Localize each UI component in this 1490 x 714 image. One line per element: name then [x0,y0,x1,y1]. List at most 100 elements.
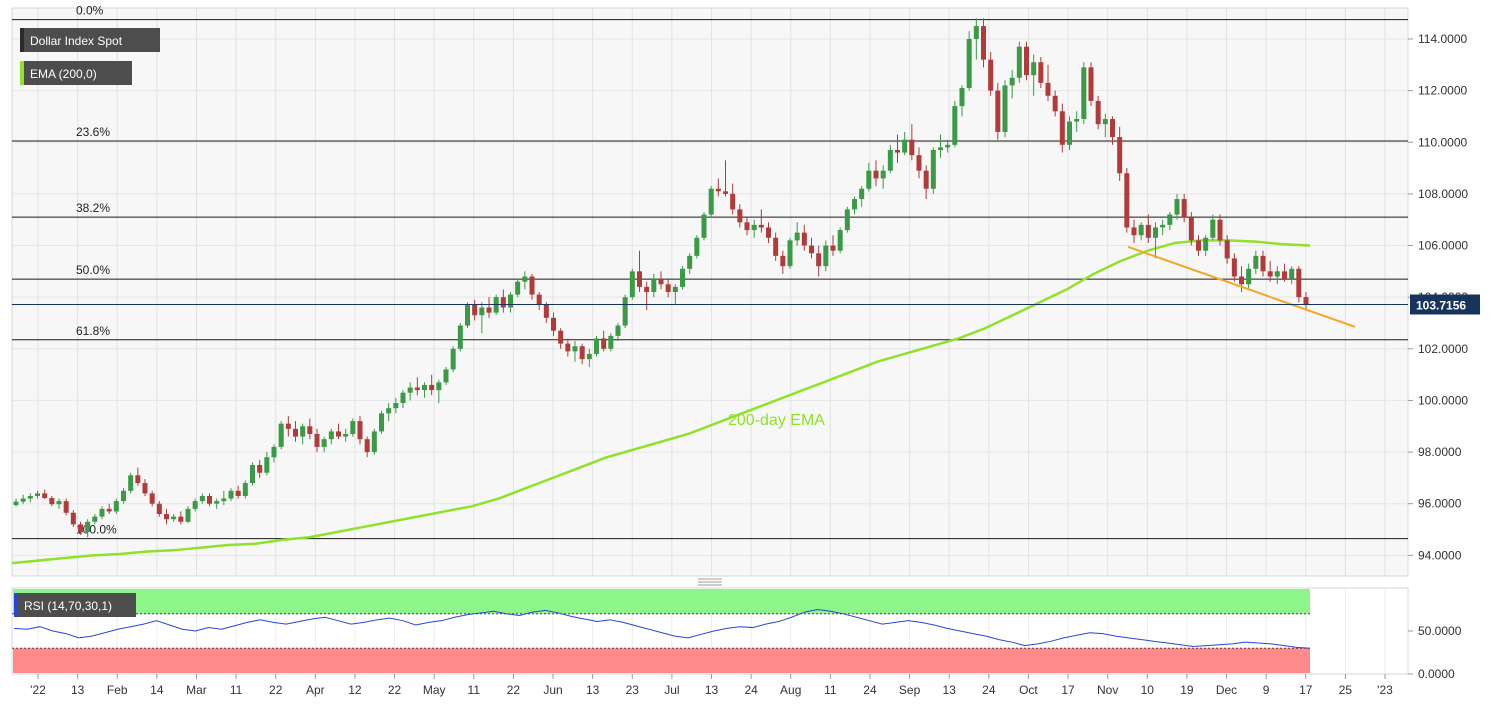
candle[interactable] [1024,41,1029,81]
candle[interactable] [938,134,943,158]
candle[interactable] [171,514,177,522]
candle[interactable] [909,124,915,161]
candle[interactable] [1009,69,1015,99]
candle[interactable] [1167,211,1173,231]
candle[interactable] [680,266,685,290]
candle[interactable] [321,436,327,453]
candle[interactable] [737,204,743,228]
candle[interactable] [178,511,184,525]
candle[interactable] [543,302,549,323]
candle[interactable] [615,322,621,342]
candle[interactable] [307,418,313,440]
main-plot-area[interactable] [11,7,1409,577]
candle[interactable] [866,162,872,192]
legend-rsi[interactable]: RSI (14,70,30,1) [14,593,136,617]
candle[interactable] [916,147,922,179]
candle[interactable] [221,490,227,505]
candle[interactable] [13,498,19,507]
candle[interactable] [242,480,248,499]
candle[interactable] [1052,90,1058,117]
candle[interactable] [486,297,492,318]
candle[interactable] [766,222,771,243]
candle[interactable] [880,165,886,189]
candle[interactable] [522,271,528,290]
candle[interactable] [1217,214,1223,246]
candle[interactable] [113,498,119,515]
candle[interactable] [500,289,506,313]
candle[interactable] [1067,116,1072,150]
candle[interactable] [995,82,1001,140]
candle[interactable] [1081,62,1087,125]
candle[interactable] [135,467,141,486]
candle[interactable] [665,279,671,298]
candle[interactable] [629,268,635,300]
candle[interactable] [923,165,929,200]
legend-main[interactable]: Dollar Index Spot [20,28,160,52]
candle[interactable] [730,183,736,215]
candle[interactable] [1038,57,1044,89]
candle[interactable] [1145,214,1151,243]
candle[interactable] [314,428,320,453]
candle[interactable] [823,240,829,272]
candle[interactable] [35,490,40,499]
candle[interactable] [930,147,936,194]
candle[interactable] [228,488,234,502]
candle[interactable] [1160,219,1166,236]
candle[interactable] [586,348,592,367]
candle[interactable] [92,514,98,525]
candle[interactable] [142,479,148,496]
candle[interactable] [1088,62,1094,107]
candle[interactable] [106,503,112,515]
candle[interactable] [1253,250,1259,274]
candle[interactable] [902,131,908,156]
candle[interactable] [809,237,814,259]
candle[interactable] [264,452,270,476]
candle[interactable] [443,366,449,385]
candle[interactable] [293,421,298,442]
candle[interactable] [414,377,420,396]
candle[interactable] [1095,95,1101,130]
candle[interactable] [758,209,764,233]
candle[interactable] [1274,266,1280,285]
candle[interactable] [328,428,334,445]
candle[interactable] [20,494,26,505]
candle[interactable] [945,139,951,153]
candle[interactable] [751,219,757,238]
candle[interactable] [235,485,241,499]
candle[interactable] [622,294,628,329]
candle[interactable] [959,85,965,117]
candle[interactable] [250,462,255,486]
candle[interactable] [1110,116,1115,145]
candle[interactable] [164,508,169,525]
candle[interactable] [988,51,994,96]
candle[interactable] [536,292,542,311]
candle[interactable] [99,506,105,520]
candle[interactable] [379,410,384,434]
candle[interactable] [601,330,607,352]
candle[interactable] [694,235,700,259]
candle[interactable] [608,333,614,352]
candle[interactable] [1153,222,1158,259]
candle[interactable] [429,374,435,396]
candle[interactable] [1181,193,1187,223]
candle[interactable] [128,472,134,494]
candle[interactable] [121,488,126,504]
candle[interactable] [895,134,900,163]
candle[interactable] [457,322,463,352]
candle[interactable] [801,224,807,251]
candle[interactable] [285,415,291,437]
candle[interactable] [1260,250,1266,277]
candle[interactable] [1174,193,1180,220]
candle[interactable] [1117,126,1123,181]
candle[interactable] [852,196,857,215]
candle[interactable] [579,343,585,365]
candle[interactable] [873,160,879,187]
candle[interactable] [357,415,363,445]
candle[interactable] [1074,111,1080,132]
candle[interactable] [658,271,664,290]
candle[interactable] [393,397,399,414]
candle[interactable] [214,498,220,509]
candle[interactable] [981,18,986,68]
candle[interactable] [887,144,893,174]
candle[interactable] [773,232,779,262]
